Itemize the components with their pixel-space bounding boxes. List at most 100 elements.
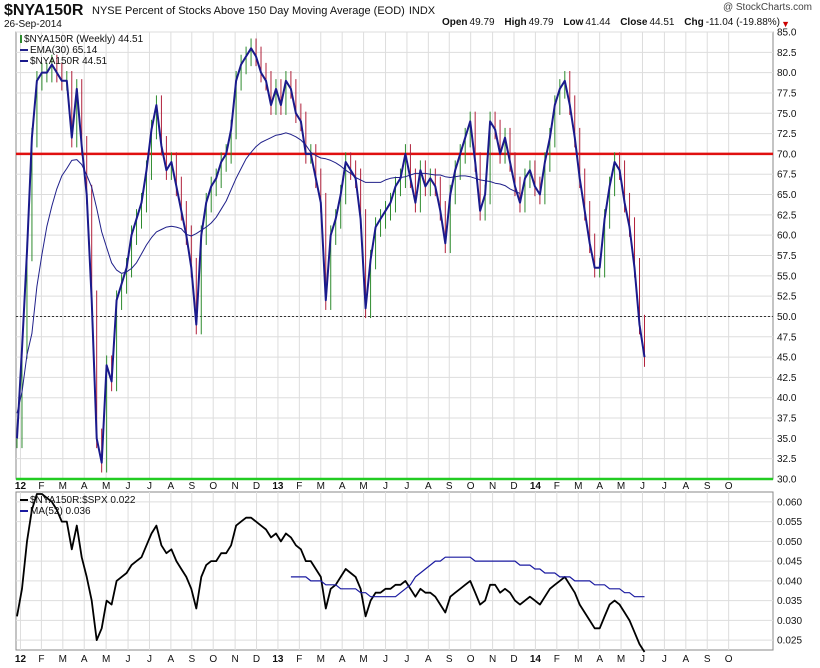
ema-line <box>16 132 521 414</box>
y-tick-label-lower: 0.045 <box>777 557 802 568</box>
x-tick-label: O <box>725 654 733 665</box>
x-tick-label: M <box>102 481 110 492</box>
bottom-panel-frame <box>15 491 774 651</box>
y-tick-label: 30.0 <box>777 475 797 486</box>
x-tick-label: A <box>682 481 689 492</box>
y-tick-label: 40.0 <box>777 393 797 404</box>
legend-ema: EMA(30) 65.14 <box>30 45 98 56</box>
y-tick-label: 35.0 <box>777 434 797 445</box>
x-tick-label: D <box>510 654 517 665</box>
top-legend: $NYA150R (Weekly) 44.51 EMA(30) 65.14 $N… <box>20 34 143 67</box>
y-tick-label: 52.5 <box>777 292 797 303</box>
x-tick-label: F <box>554 654 560 665</box>
x-tick-label: F <box>554 481 560 492</box>
close-swatch-icon <box>20 60 28 63</box>
x-tick-label: J <box>383 654 388 665</box>
x-tick-label: 14 <box>530 654 542 665</box>
x-tick-label: J <box>662 481 667 492</box>
reference-lines <box>16 152 773 481</box>
x-tick-label: N <box>489 481 496 492</box>
ratio-swatch-icon <box>20 499 28 502</box>
x-tick-label: F <box>38 654 44 665</box>
low-label: Low <box>563 17 584 28</box>
x-tick-label: J <box>640 481 645 492</box>
x-tick-label: J <box>662 654 667 665</box>
grid <box>16 31 773 650</box>
x-tick-label: D <box>253 481 260 492</box>
x-tick-label: F <box>296 654 302 665</box>
x-tick-label: J <box>126 481 131 492</box>
y-tick-label: 42.5 <box>777 373 797 384</box>
x-tick-label: D <box>510 481 517 492</box>
x-tick-label: J <box>126 654 131 665</box>
brand-watermark[interactable]: @ StockCharts.com <box>722 2 812 13</box>
ratio-ma-line <box>290 556 645 598</box>
legend-ma: MA(52) 0.036 <box>30 506 91 517</box>
x-tick-label: J <box>404 481 409 492</box>
y-tick-label: 57.5 <box>777 251 797 262</box>
series-lines <box>16 47 646 653</box>
x-tick-label: M <box>574 481 582 492</box>
weekly-bars <box>16 38 645 473</box>
close-value: 44.51 <box>649 17 675 28</box>
x-tick-label: 13 <box>272 481 284 492</box>
x-tick-label: M <box>59 481 67 492</box>
symbol-description: NYSE Percent of Stocks Above 150 Day Mov… <box>92 5 435 17</box>
y-tick-label: 47.5 <box>777 332 797 343</box>
legend-row-ema: EMA(30) 65.14 <box>20 45 143 56</box>
y-tick-label: 67.5 <box>777 170 797 181</box>
legend-ratio: $NYA150R:$SPX 0.022 <box>30 495 136 506</box>
x-tick-label: A <box>596 481 603 492</box>
x-tick-label: J <box>147 481 152 492</box>
ma-swatch-icon <box>20 510 28 513</box>
x-tick-label: A <box>425 654 432 665</box>
y-tick-label: 45.0 <box>777 353 797 364</box>
legend-row-close: $NYA150R 44.51 <box>20 56 143 67</box>
x-tick-label: M <box>102 654 110 665</box>
close-label: Close <box>620 17 648 28</box>
x-tick-label: A <box>425 481 432 492</box>
y-tick-label: 85.0 <box>777 28 797 39</box>
x-tick-label: O <box>209 654 217 665</box>
x-tick-label: S <box>446 654 453 665</box>
open-value: 49.79 <box>469 17 495 28</box>
x-tick-label: A <box>682 654 689 665</box>
ohlc-readout: Open 49.79 High 49.79 Low 41.44 Close 44.51 … <box>435 17 780 28</box>
x-tick-label: F <box>296 481 302 492</box>
x-tick-label: S <box>188 481 195 492</box>
y-tick-label: 37.5 <box>777 414 797 425</box>
y-tick-label: 70.0 <box>777 149 797 160</box>
x-tick-label: S <box>704 481 711 492</box>
y-tick-label: 77.5 <box>777 88 797 99</box>
y-tick-label-lower: 0.060 <box>777 497 802 508</box>
x-tick-label: M <box>317 654 325 665</box>
y-tick-label: 75.0 <box>777 109 797 120</box>
exchange-label: INDX <box>408 5 436 17</box>
x-tick-label: O <box>725 481 733 492</box>
x-tick-label: M <box>359 481 367 492</box>
chart-header: $NYA150R NYSE Percent of Stocks Above 15… <box>0 0 820 30</box>
x-tick-label: S <box>188 654 195 665</box>
y-tick-label-lower: 0.040 <box>777 576 802 587</box>
chg-value: -11.04 (-19.88%) <box>705 17 780 28</box>
y-tick-label: 60.0 <box>777 231 797 242</box>
x-tick-label: 12 <box>15 654 27 665</box>
x-tick-label: J <box>383 481 388 492</box>
x-tick-label: O <box>467 481 475 492</box>
x-tick-label: A <box>596 654 603 665</box>
y-tick-label: 72.5 <box>777 129 797 140</box>
legend-close: $NYA150R 44.51 <box>30 56 108 67</box>
x-tick-label: A <box>81 654 88 665</box>
down-arrow-icon: ▼ <box>781 19 790 29</box>
y-tick-label-lower: 0.025 <box>777 636 802 647</box>
chart-date: 26-Sep-2014 <box>4 19 62 30</box>
x-tick-labels: 12 12 F F M M A A M M J J J J A A S S O O N N D D 13 13 F F M M A A M M J J… <box>15 481 733 665</box>
x-tick-label: M <box>574 654 582 665</box>
symbol-title: $NYA150R <box>4 2 84 19</box>
y-tick-label: 55.0 <box>777 271 797 282</box>
x-tick-label: J <box>147 654 152 665</box>
y-tick-label: 65.0 <box>777 190 797 201</box>
legend-row-ratio: $NYA150R:$SPX 0.022 <box>20 495 135 506</box>
bar-swatch-icon <box>20 35 22 44</box>
